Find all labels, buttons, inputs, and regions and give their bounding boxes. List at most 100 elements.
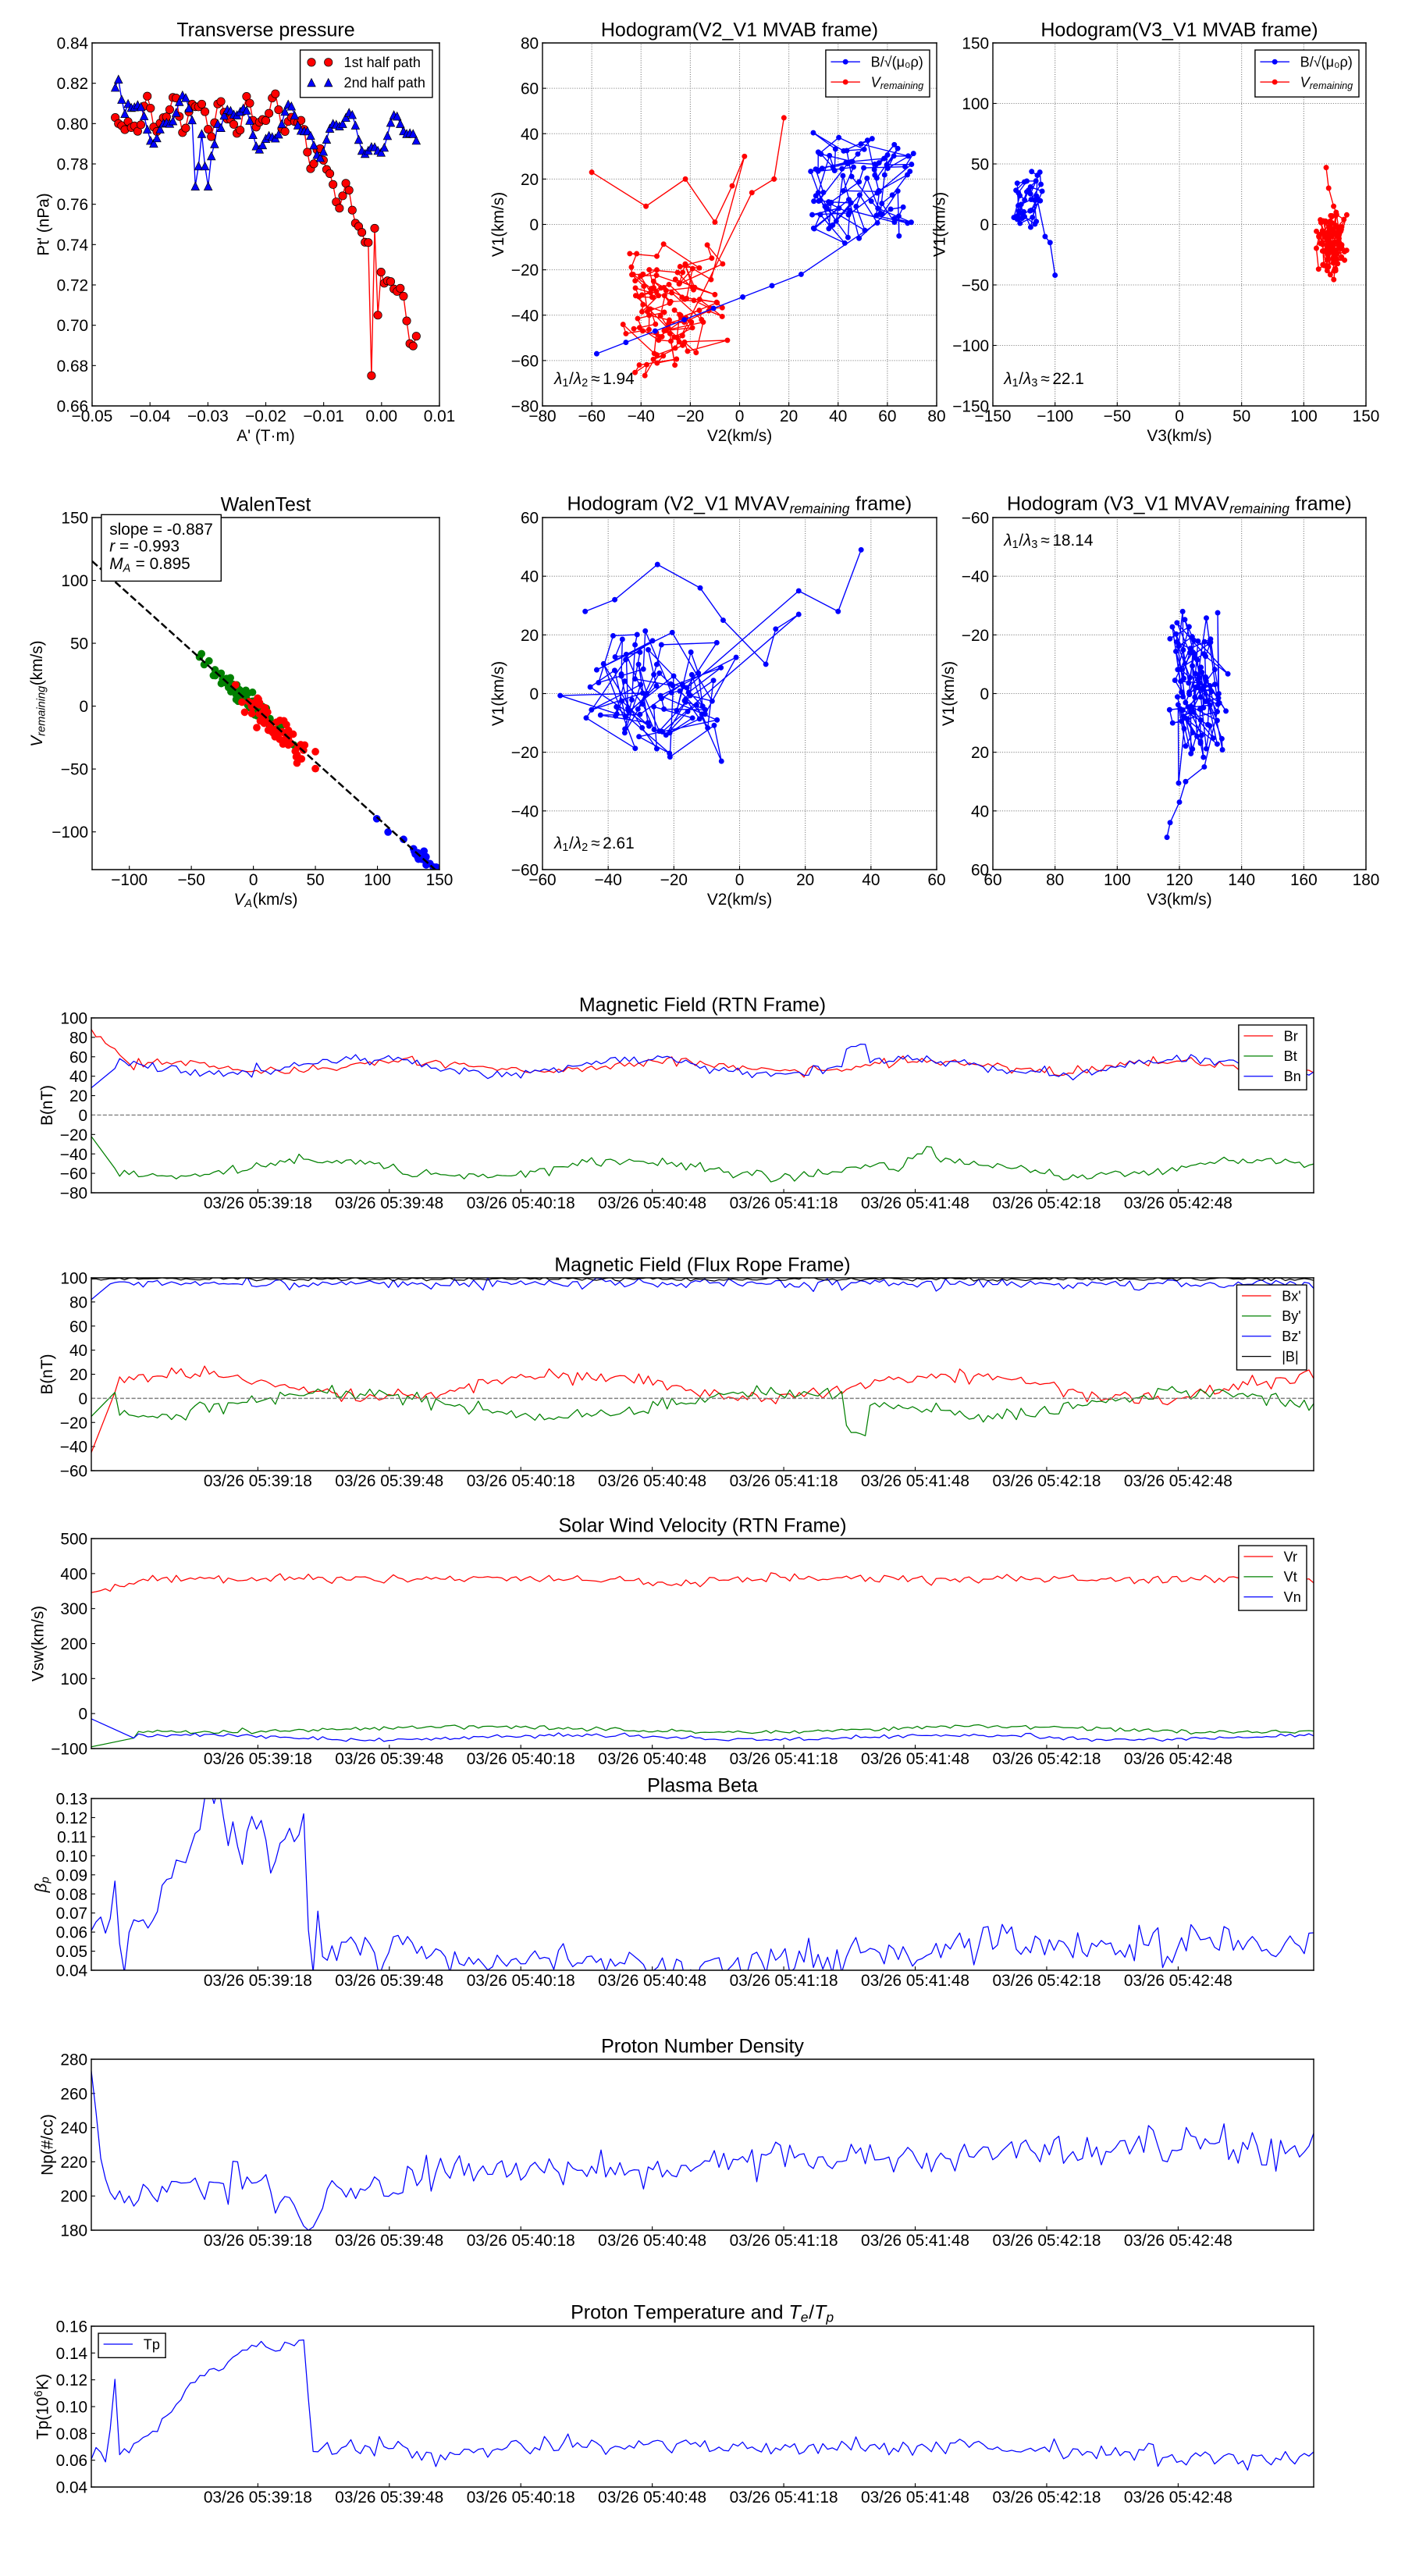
- svg-text:Pt' (nPa): Pt' (nPa): [35, 193, 53, 255]
- svg-text:240: 240: [60, 2119, 87, 2137]
- svg-text:WalenTest: WalenTest: [221, 494, 311, 516]
- svg-text:Solar Wind Velocity (RTN Frame: Solar Wind Velocity (RTN Frame): [558, 1515, 846, 1537]
- svg-text:0: 0: [530, 685, 539, 703]
- svg-text:0.11: 0.11: [57, 1828, 87, 1846]
- svg-text:03/26 05:41:48: 03/26 05:41:48: [861, 1194, 969, 1212]
- svg-text:Br: Br: [1284, 1028, 1298, 1044]
- svg-text:−20: −20: [60, 1126, 87, 1144]
- svg-text:0.04: 0.04: [56, 1962, 88, 1980]
- svg-text:λ λ 1 2: λ λ 1 2 / ≈ 2 . 6 1: [553, 833, 635, 855]
- svg-text:V1(km/s): V1(km/s): [489, 192, 507, 257]
- svg-text:−60: −60: [60, 1165, 87, 1183]
- svg-text:20: 20: [69, 1087, 87, 1105]
- svg-text:80: 80: [1046, 871, 1064, 889]
- svg-text:0.06: 0.06: [56, 1924, 88, 1942]
- svg-text:20: 20: [521, 627, 539, 645]
- svg-text:r =: r = - 0 . 9 9 3: [109, 536, 180, 556]
- svg-text:150: 150: [426, 871, 454, 889]
- svg-text:03/26 05:40:48: 03/26 05:40:48: [598, 1972, 706, 1990]
- svg-text:03/26 05:41:18: 03/26 05:41:18: [730, 2232, 838, 2250]
- svg-text:03/26 05:39:48: 03/26 05:39:48: [335, 1472, 443, 1490]
- svg-text:−40: −40: [628, 407, 655, 425]
- svg-text:−60: −60: [60, 1463, 87, 1481]
- svg-text:0: 0: [80, 698, 89, 716]
- svg-text:03/26 05:42:48: 03/26 05:42:48: [1124, 1194, 1232, 1212]
- svg-text:260: 260: [60, 2085, 87, 2103]
- svg-text:120: 120: [1166, 871, 1193, 889]
- svg-text:Vn: Vn: [1284, 1589, 1301, 1605]
- svg-text:200: 200: [60, 1635, 87, 1653]
- svg-text:220: 220: [60, 2154, 87, 2172]
- svg-text:40: 40: [971, 802, 989, 820]
- svg-text:0.07: 0.07: [56, 1905, 88, 1923]
- svg-text:−40: −40: [60, 1146, 87, 1164]
- svg-text:V1(km/s): V1(km/s): [930, 192, 948, 257]
- svg-text:03/26 05:42:18: 03/26 05:42:18: [992, 1750, 1101, 1768]
- svg-text:03/26 05:40:18: 03/26 05:40:18: [467, 1194, 575, 1212]
- svg-text:V r e m: V r e m a i n i n g: [1300, 71, 1353, 93]
- svg-text:160: 160: [1290, 871, 1318, 889]
- svg-text:20: 20: [521, 171, 539, 189]
- svg-text:λ λ 1 2: λ λ 1 2 / ≈ 1 . 9 4: [553, 368, 635, 390]
- svg-text:−20: −20: [677, 407, 704, 425]
- svg-text:03/26 05:40:18: 03/26 05:40:18: [467, 1750, 575, 1768]
- svg-text:0: 0: [980, 216, 990, 234]
- svg-text:60: 60: [878, 407, 896, 425]
- svg-text:180: 180: [60, 2222, 87, 2240]
- svg-text:100: 100: [60, 1270, 87, 1288]
- svg-text:03/26 05:42:48: 03/26 05:42:48: [1124, 2232, 1232, 2250]
- svg-text:0.12: 0.12: [56, 2371, 88, 2389]
- svg-text:03/26 05:39:48: 03/26 05:39:48: [335, 2232, 443, 2250]
- svg-text:03/26 05:40:18: 03/26 05:40:18: [467, 2232, 575, 2250]
- svg-text:Transverse pressure: Transverse pressure: [176, 20, 354, 41]
- svg-text:0: 0: [79, 1390, 88, 1408]
- svg-text:03/26 05:42:18: 03/26 05:42:18: [992, 1194, 1101, 1212]
- svg-text:Bt: Bt: [1284, 1048, 1297, 1064]
- svg-text:03/26 05:42:18: 03/26 05:42:18: [992, 2232, 1101, 2250]
- svg-text:−100: −100: [1037, 407, 1073, 425]
- svg-text:0: 0: [1175, 407, 1184, 425]
- svg-text:03/26 05:39:18: 03/26 05:39:18: [204, 1972, 312, 1990]
- svg-text:λ λ 1 3: λ λ 1 3 / ≈ 2 2 . 1: [1003, 368, 1084, 390]
- svg-text:03/26 05:42:48: 03/26 05:42:48: [1124, 1472, 1232, 1490]
- svg-text:−20: −20: [660, 871, 688, 889]
- svg-text:−80: −80: [511, 398, 539, 416]
- svg-text:Magnetic Field (Flux Rope Fram: Magnetic Field (Flux Rope Frame): [554, 1254, 850, 1276]
- svg-text:80: 80: [927, 407, 945, 425]
- svg-text:−20: −20: [511, 744, 539, 762]
- svg-text:03/26 05:40:18: 03/26 05:40:18: [467, 1472, 575, 1490]
- svg-text:60: 60: [521, 510, 539, 528]
- svg-text:−100: −100: [952, 337, 989, 355]
- svg-text:03/26 05:40:18: 03/26 05:40:18: [467, 2489, 575, 2507]
- svg-text:40: 40: [521, 568, 539, 586]
- svg-text:−0.02: −0.02: [245, 407, 286, 425]
- svg-text:−60: −60: [578, 407, 605, 425]
- svg-text:03/26 05:41:48: 03/26 05:41:48: [861, 1972, 969, 1990]
- svg-text:150: 150: [61, 510, 88, 528]
- svg-text:0.74: 0.74: [57, 237, 89, 254]
- svg-text:200: 200: [60, 2188, 87, 2206]
- svg-text:150: 150: [1353, 407, 1380, 425]
- svg-text:0: 0: [735, 407, 745, 425]
- svg-text:−20: −20: [962, 627, 989, 645]
- svg-text:03/26 05:41:48: 03/26 05:41:48: [861, 2232, 969, 2250]
- svg-text:20: 20: [69, 1366, 87, 1384]
- svg-text:03/26 05:40:48: 03/26 05:40:48: [598, 1472, 706, 1490]
- svg-text:0.10: 0.10: [56, 2399, 88, 2417]
- svg-text:Magnetic Field (RTN Frame): Magnetic Field (RTN Frame): [579, 994, 826, 1016]
- svg-text:−60: −60: [511, 352, 539, 370]
- svg-text:Hodogram(V3_V1 MVAB frame): Hodogram(V3_V1 MVAB frame): [1040, 20, 1318, 41]
- svg-text:V2(km/s): V2(km/s): [707, 427, 772, 445]
- svg-text:50: 50: [971, 156, 989, 174]
- svg-text:|B|: |B|: [1282, 1349, 1298, 1364]
- svg-text:−50: −50: [61, 761, 88, 779]
- svg-text:60: 60: [69, 1318, 87, 1336]
- svg-text:180: 180: [1353, 871, 1380, 889]
- svg-text:0.10: 0.10: [56, 1848, 88, 1866]
- svg-text:03/26 05:41:48: 03/26 05:41:48: [861, 1750, 969, 1768]
- svg-text:0.80: 0.80: [57, 116, 89, 133]
- svg-text:03/26 05:41:48: 03/26 05:41:48: [861, 1472, 969, 1490]
- svg-text:03/26 05:42:48: 03/26 05:42:48: [1124, 2489, 1232, 2507]
- svg-text:03/26 05:39:18: 03/26 05:39:18: [204, 2489, 312, 2507]
- svg-text:H o d o: H o d o g r a m ( V 3 _ V 1 M V A V f r …: [1007, 493, 1356, 517]
